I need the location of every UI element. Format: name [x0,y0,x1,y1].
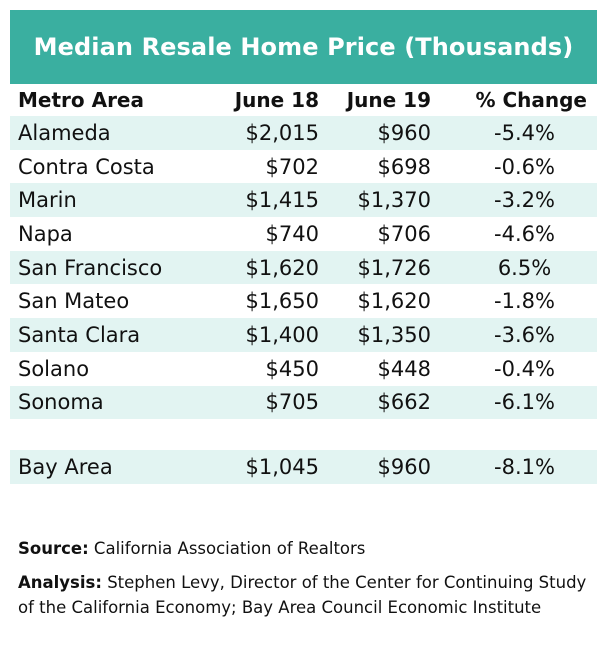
percent-change-cell: -4.6% [494,221,555,246]
table-row: San Mateo $1,650 $1,620 -1.8% [10,284,597,318]
total-row: Bay Area $1,045 $960 -8.1% [10,450,597,484]
table-row: Marin $1,415 $1,370 -3.2% [10,183,597,218]
table-row: Solano $450 $448 -0.4% [10,352,597,386]
table-row: Napa $740 $706 -4.6% [10,217,597,251]
june-18-cell: $740 [265,221,319,246]
june-19-cell: $662 [327,385,444,420]
header-row: Metro Area June 18 June 19 % Change [10,84,597,116]
june-19-cell: $1,370 [327,183,444,218]
june-18-cell: $702 [265,154,319,179]
spacer-row [10,419,597,451]
footnotes: Source: California Association of Realto… [18,536,588,629]
metro-area-cell: Contra Costa [18,154,155,179]
metro-area-cell: Napa [18,221,73,246]
june-18-cell: $705 [218,385,327,420]
percent-change-cell: -0.4% [494,356,555,381]
column-header-percent-change: % Change [475,88,587,112]
june-18-cell: $1,400 [218,318,327,352]
analysis-label: Analysis: [18,573,102,592]
table-row: Contra Costa $702 $698 -0.6% [10,150,597,184]
june-19-cell: $706 [377,221,431,246]
total-june-19-cell: $960 [327,450,444,484]
metro-area-cell: Marin [10,183,218,218]
percent-change-cell: -3.6% [444,318,597,352]
table-title: Median Resale Home Price (Thousands) [10,10,597,84]
percent-change-cell: 6.5% [444,250,597,285]
table-row: Santa Clara $1,400 $1,350 -3.6% [10,318,597,352]
analysis-note: Analysis: Stephen Levy, Director of the … [18,570,588,620]
june-19-cell: $1,726 [327,250,444,285]
percent-change-cell: -1.8% [494,289,555,314]
table-row: Alameda $2,015 $960 -5.4% [10,116,597,150]
june-19-cell: $698 [377,154,431,179]
table-row: San Francisco $1,620 $1,726 6.5% [10,250,597,285]
june-19-cell: $1,620 [357,289,431,314]
total-june-18-cell: $1,045 [218,450,327,484]
metro-area-cell: Santa Clara [10,318,218,352]
percent-change-cell: -5.4% [444,116,597,150]
june-19-cell: $448 [377,356,431,381]
column-header-june-19: June 19 [346,88,431,112]
total-percent-change-cell: -8.1% [444,450,597,484]
metro-area-cell: Solano [18,356,90,381]
source-text: California Association of Realtors [88,539,366,558]
june-18-cell: $1,415 [218,183,327,218]
table-row: Sonoma $705 $662 -6.1% [10,385,597,420]
price-table: Metro Area June 18 June 19 % Change Alam… [10,84,597,484]
june-18-cell: $1,650 [245,289,319,314]
metro-area-cell: Alameda [10,116,218,150]
total-area-cell: Bay Area [10,450,218,484]
june-19-cell: $960 [327,116,444,150]
analysis-text: Stephen Levy, Director of the Center for… [18,573,587,617]
june-18-cell: $450 [265,356,319,381]
metro-area-cell: San Francisco [10,250,218,285]
percent-change-cell: -3.2% [444,183,597,218]
percent-change-cell: -6.1% [444,385,597,420]
metro-area-cell: Sonoma [10,385,218,420]
source-label: Source: [18,539,89,558]
june-18-cell: $2,015 [218,116,327,150]
metro-area-cell: San Mateo [18,289,130,314]
june-18-cell: $1,620 [218,250,327,285]
source-note: Source: California Association of Realto… [18,536,588,561]
percent-change-cell: -0.6% [494,154,555,179]
column-header-metro-area: Metro Area [18,88,144,112]
june-19-cell: $1,350 [327,318,444,352]
column-header-june-18: June 18 [234,88,319,112]
